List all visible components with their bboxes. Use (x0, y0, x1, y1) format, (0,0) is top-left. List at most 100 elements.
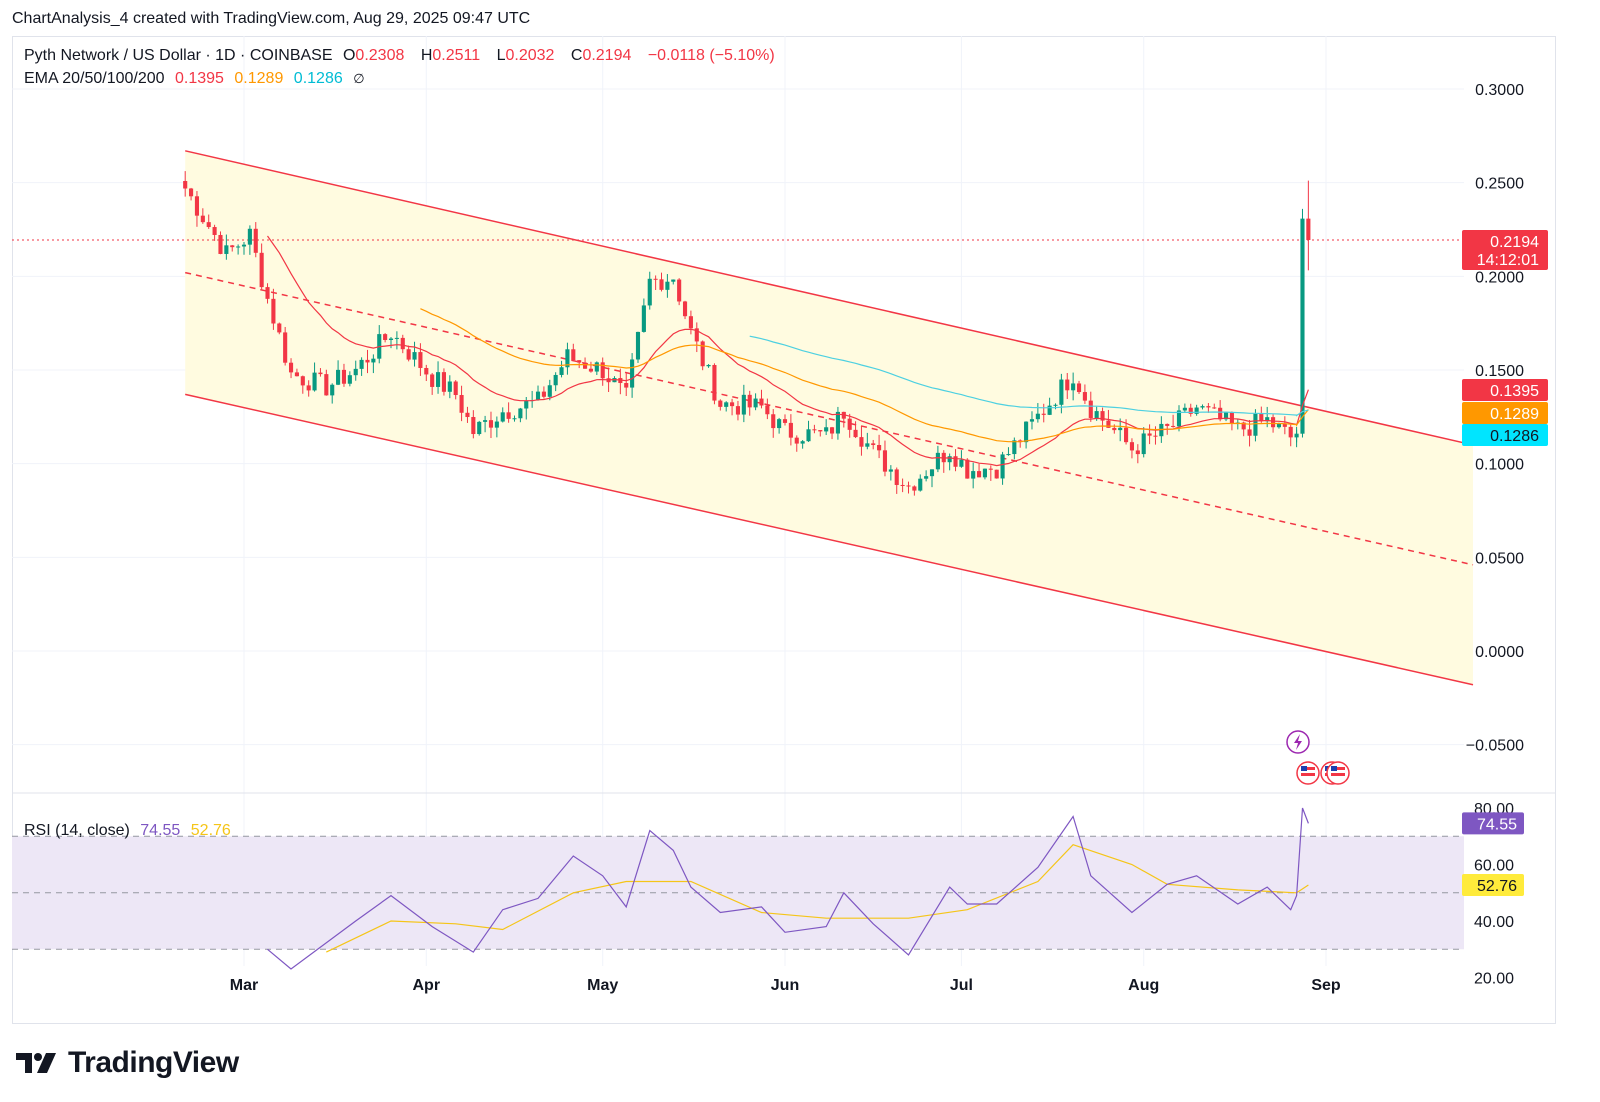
candle-body (888, 469, 893, 472)
candle-body (565, 349, 570, 368)
high-value: 0.2511 (432, 47, 481, 64)
candle-body (724, 402, 729, 407)
candle-body (1082, 392, 1087, 401)
candle-body (324, 374, 329, 396)
candle-body (1106, 420, 1111, 428)
candle-body (200, 215, 205, 223)
ema20-value: 0.1395 (175, 70, 224, 87)
candle-body (312, 372, 317, 391)
candle-body (653, 278, 658, 280)
candle-body (1118, 427, 1123, 431)
candle-body (430, 374, 435, 387)
low-label: L (496, 47, 506, 64)
candle-body (1259, 413, 1264, 422)
candle-body (906, 485, 911, 487)
candle-body (765, 405, 770, 415)
candle-body (477, 421, 482, 435)
candle-body (671, 279, 676, 282)
candle-body (1212, 407, 1217, 409)
ema100-badge: 0.1286 (1462, 424, 1548, 446)
candle-body (365, 359, 370, 363)
time-tick-label: Sep (1311, 977, 1341, 994)
channel-fill (185, 150, 1474, 685)
candle-body (424, 367, 429, 375)
rsi-badge-bg (1462, 812, 1524, 835)
open-value: 0.2308 (355, 47, 405, 64)
candle-body (865, 443, 870, 447)
rsi-badge: 74.55 (1462, 812, 1524, 835)
candle-body (1141, 433, 1146, 455)
candle-body (788, 422, 793, 438)
candle-body (288, 362, 294, 373)
last-price-badge-countdown: 14:12:01 (1477, 252, 1539, 269)
candle-body (635, 331, 641, 360)
candle-body (330, 384, 335, 396)
candle-body (747, 394, 752, 408)
candle-body (253, 228, 258, 253)
open-label: O (342, 47, 356, 64)
change-value: −0.0118 (−5.10%) (647, 47, 775, 64)
candle-body (1241, 422, 1246, 430)
candle-body (982, 468, 987, 478)
us-flag-canton (1331, 766, 1337, 771)
candle-body (359, 359, 364, 369)
candle-body (824, 427, 829, 432)
candle-body (283, 332, 288, 363)
candle-body (735, 406, 741, 415)
rsi-legend: RSI (14, close) 74.55 52.76 (24, 822, 237, 840)
candle-body (624, 383, 629, 388)
candle-body (1029, 419, 1035, 422)
price-tick-label: 0.1500 (1475, 363, 1524, 380)
candle-body (394, 337, 399, 339)
candle-body (1218, 407, 1223, 420)
us-flag-stripe (1331, 773, 1345, 776)
candle-body (1253, 413, 1258, 436)
candle-body (1035, 413, 1040, 420)
candle-body (347, 375, 352, 384)
candle-body (306, 385, 311, 391)
rsi-line (267, 807, 1309, 970)
candle-body (1012, 440, 1017, 455)
candle-body (718, 400, 723, 407)
us-flag-stripe (1331, 767, 1345, 770)
candle-body (953, 456, 958, 467)
candle-body (588, 368, 594, 372)
time-tick-label: May (587, 977, 618, 994)
candle-body (541, 391, 546, 397)
rsi-tick-label: 20.00 (1474, 971, 1514, 988)
candle-body (894, 469, 899, 485)
candle-body (630, 359, 635, 388)
ema50-badge: 0.1289 (1462, 402, 1548, 424)
candle-body (1200, 406, 1205, 408)
candle-body (835, 411, 840, 434)
ema50-line (420, 308, 1309, 443)
candle-body (1135, 450, 1140, 455)
candle-body (435, 372, 441, 387)
us-flag-stripe (1301, 767, 1315, 770)
rsi-label[interactable]: RSI (14, close) (24, 822, 130, 839)
candle-body (353, 368, 358, 376)
candle-body (294, 372, 299, 377)
candle-body (882, 450, 888, 472)
candle-body (341, 369, 347, 384)
tradingview-logo[interactable]: TradingView (16, 1046, 239, 1080)
symbol-title[interactable]: Pyth Network / US Dollar · 1D · COINBASE (24, 47, 333, 64)
ema-label[interactable]: EMA 20/50/100/200 (24, 70, 165, 87)
candle-body (794, 437, 799, 444)
lightning-glyph (1294, 734, 1302, 750)
channel-upper-line (185, 150, 1474, 446)
candle-body (1206, 406, 1211, 408)
candle-body (1047, 405, 1052, 415)
chart-canvas[interactable]: 0.3000 0.2500 0.2000 0.1500 0.1000 0.0500 0.00… (12, 36, 1556, 1024)
candle-body (277, 323, 282, 333)
candle-body (600, 362, 605, 379)
candle-body (1153, 435, 1158, 437)
candle-body (383, 334, 388, 340)
candle-body (265, 287, 270, 299)
candle-body (388, 338, 394, 340)
candle-body (236, 246, 241, 248)
candle-body (318, 372, 323, 375)
candle-body (1288, 426, 1293, 438)
candle-body (1265, 417, 1270, 422)
